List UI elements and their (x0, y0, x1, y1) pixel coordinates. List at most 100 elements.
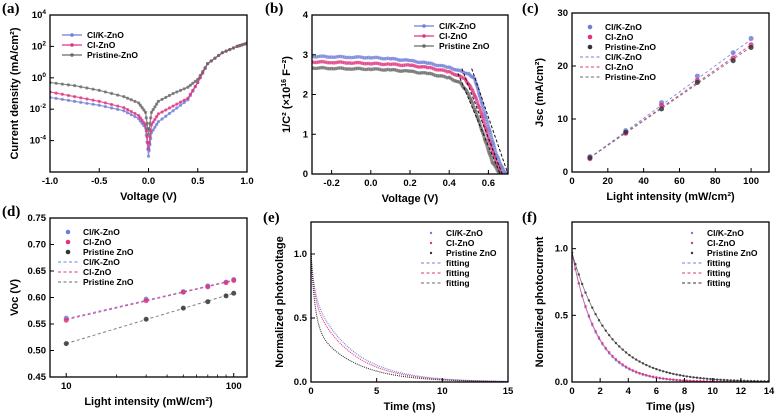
data-point (160, 110, 164, 114)
data-point (60, 97, 64, 101)
x-tick-label: 4 (626, 386, 632, 397)
data-point (607, 333, 611, 337)
data-point (655, 376, 658, 379)
legend-label: Pristine ZnO (707, 248, 758, 258)
series-curve-2 (572, 252, 768, 382)
data-point (695, 376, 699, 379)
data-point (178, 88, 183, 92)
legend-label: Cl-ZnO (87, 40, 116, 50)
data-point (587, 299, 591, 302)
data-point (79, 96, 83, 100)
data-point (641, 372, 645, 376)
y-tick-base: 10 (32, 10, 43, 21)
data-point (228, 47, 232, 52)
plot-frame (571, 221, 770, 383)
data-point (631, 369, 634, 372)
x-tick-label: 60 (674, 176, 685, 187)
data-point (79, 85, 83, 89)
x-tick-label: 0 (308, 386, 313, 397)
data-point (103, 101, 108, 105)
y-tick-label: 0 (563, 167, 568, 178)
x-tick-label: 1.0 (240, 176, 253, 187)
legend-fit-label: fitting (707, 278, 731, 288)
data-point (116, 104, 120, 108)
legend-marker (422, 44, 426, 48)
data-point (129, 113, 133, 117)
data-point (140, 106, 144, 110)
data-point (748, 44, 754, 50)
data-point (60, 82, 64, 86)
legend-label: Cl/K-ZnO (605, 22, 642, 32)
data-point (730, 58, 736, 64)
legend-label: Cl/K-ZnO (87, 30, 124, 40)
series-curve-2 (311, 253, 508, 382)
data-point (665, 371, 668, 374)
y-tick-exp: 0 (42, 72, 46, 79)
y-tick-exp: -4 (40, 135, 46, 142)
data-point (125, 107, 130, 112)
legend-fit-label: Cl-ZnO (605, 62, 634, 72)
y-tick-label: 30 (557, 8, 568, 19)
data-point (716, 378, 719, 381)
data-point (175, 102, 179, 106)
data-point (607, 350, 611, 354)
y-tick-label: 1 (303, 129, 309, 140)
data-point (156, 99, 160, 103)
legend-fit-label: fitting (446, 268, 470, 278)
data-point (54, 96, 58, 101)
y-tick-base: 10 (32, 41, 43, 52)
y-tick-label: 1.0 (294, 249, 307, 260)
data-point (672, 378, 675, 381)
data-point (91, 87, 95, 91)
y-tick-label: 0.70 (28, 240, 47, 251)
panel-label: (d) (2, 204, 20, 220)
data-point (594, 313, 597, 316)
y-tick-label: 102 (32, 40, 47, 52)
data-point (638, 360, 641, 363)
data-point (709, 377, 712, 381)
x-axis-label: Time (μs) (646, 401, 695, 413)
data-point (638, 371, 641, 375)
data-point (213, 56, 217, 60)
data-point (668, 378, 672, 381)
data-point (621, 348, 624, 351)
data-point (231, 290, 237, 296)
data-point (191, 81, 195, 85)
x-tick-label: 100 (743, 176, 759, 187)
data-point (140, 118, 144, 122)
data-point (645, 363, 648, 367)
y-axis-label: 1/C² (×1016 F⁻²) (281, 56, 293, 133)
x-tick-label: 5 (374, 386, 380, 397)
data-point (705, 377, 709, 380)
data-point (584, 304, 587, 308)
data-point (618, 360, 621, 364)
data-point (577, 281, 580, 285)
data-point (109, 106, 114, 110)
data-point (685, 375, 689, 378)
series-line-0 (50, 42, 247, 157)
panel-label: (a) (2, 1, 20, 17)
data-point (220, 51, 224, 55)
data-point (193, 84, 197, 89)
x-tick-label: 2 (597, 386, 602, 397)
data-point (137, 113, 141, 118)
data-point (116, 93, 120, 97)
data-point (624, 351, 628, 354)
data-point (125, 111, 130, 115)
y-tick-label: 0.55 (28, 319, 47, 330)
legend-marker (587, 44, 593, 50)
x-axis-label: Light intensity (mW/cm²) (606, 191, 735, 203)
legend-marker (587, 24, 593, 30)
x-axis-label: Voltage (V) (382, 193, 439, 205)
data-point (145, 135, 149, 139)
legend-label: Pristine ZnO (439, 41, 490, 51)
legend-marker (70, 33, 74, 37)
x-tick-label: 15 (503, 386, 514, 397)
data-point (591, 306, 594, 309)
series-curve-1 (572, 252, 768, 382)
legend-label: Cl-ZnO (707, 238, 736, 248)
data-point (188, 92, 192, 96)
legend-fit-label: Cl-ZnO (83, 267, 112, 277)
data-point (164, 114, 168, 118)
y-axis-label: Voc (V) (9, 279, 21, 316)
